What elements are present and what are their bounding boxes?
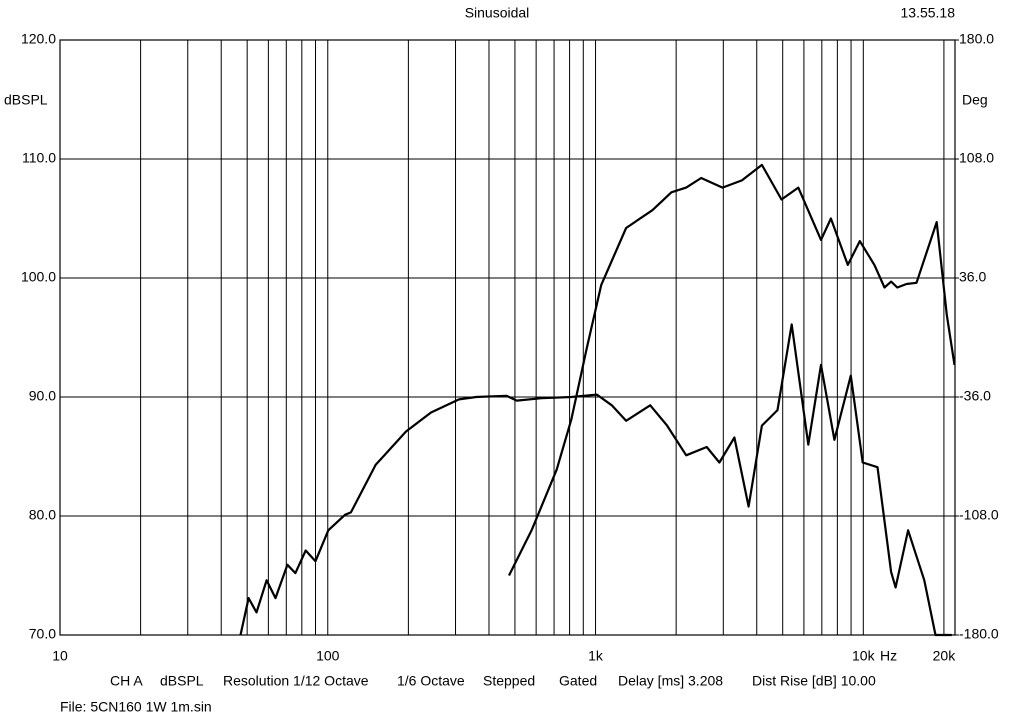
response-curve: [239, 323, 952, 637]
footer-item: Gated: [559, 673, 597, 689]
y2-tick-label: 180.0: [959, 31, 994, 47]
footer-item: CH A: [110, 673, 143, 689]
file-name: File: 5CN160 1W 1m.sin: [60, 699, 212, 715]
footer-item: Dist Rise [dB] 10.00: [752, 673, 876, 689]
y2-axis-label: Deg: [962, 92, 988, 108]
y-tick-label: 80.0: [29, 507, 56, 523]
y2-tick-label: -180.0: [959, 626, 999, 642]
y-tick-label: 110.0: [22, 150, 56, 166]
y2-tick-label: -36.0: [959, 388, 991, 404]
y-tick-label: 70.0: [29, 626, 56, 642]
plot-frame: [59, 39, 956, 636]
y2-tick-label: -108.0: [959, 507, 999, 523]
footer-item: Delay [ms] 3.208: [618, 673, 723, 689]
x-tick-label: 1k: [588, 648, 604, 664]
y-axis-label: dBSPL: [4, 92, 48, 108]
response-curve: [508, 163, 956, 576]
footer-item: Stepped: [483, 673, 535, 689]
x-tick-label: 20k: [933, 648, 957, 664]
x-tick-label: 100: [316, 648, 340, 664]
time-stamp: 13.55.18: [901, 5, 956, 21]
y2-tick-label: 36.0: [959, 269, 986, 285]
x-tick-label: 10k: [852, 648, 876, 664]
footer-item: Resolution 1/12 Octave: [223, 673, 369, 689]
footer-item: dBSPL: [160, 673, 204, 689]
chart-title: Sinusoidal: [465, 5, 530, 21]
footer-item: 1/6 Octave: [397, 673, 465, 689]
y-tick-label: 100.0: [21, 269, 56, 285]
x-axis-label: Hz: [880, 648, 897, 664]
y-tick-label: 120.0: [21, 31, 56, 47]
y2-tick-label: 108.0: [959, 150, 994, 166]
x-tick-label: 10: [52, 648, 68, 664]
y-tick-label: 90.0: [29, 388, 56, 404]
